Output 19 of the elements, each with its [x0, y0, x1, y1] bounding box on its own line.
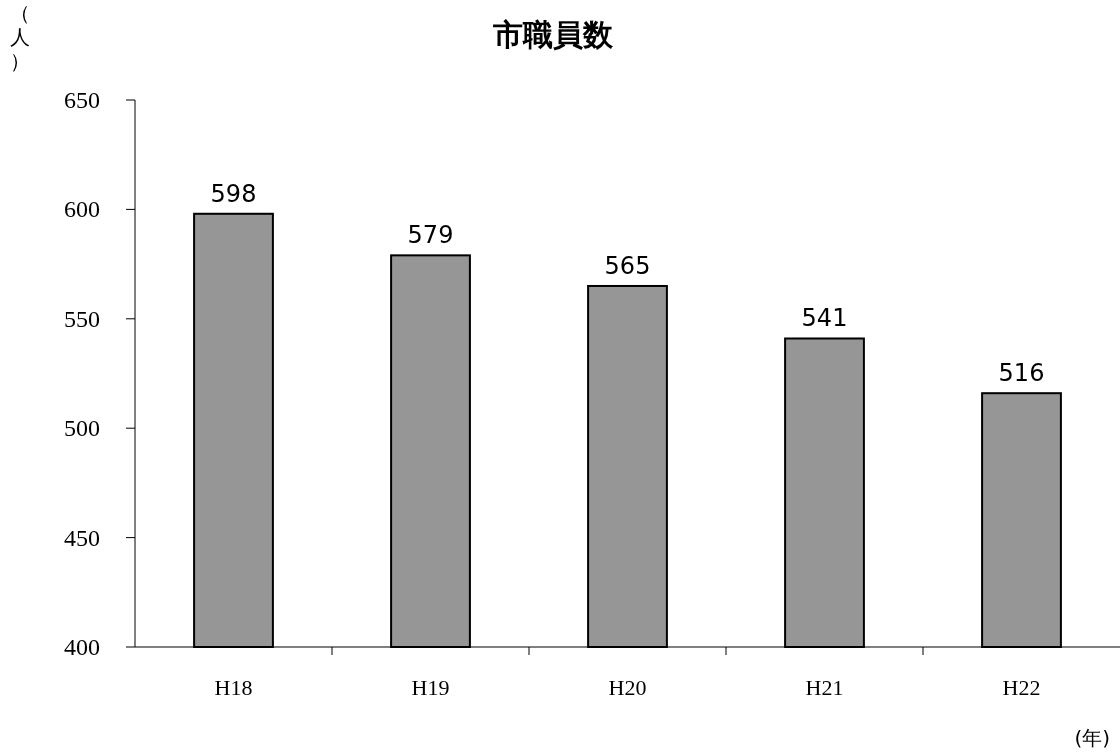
- x-tick-label: H21: [805, 675, 844, 700]
- data-label: 516: [998, 359, 1045, 388]
- y-tick-label: 450: [64, 524, 100, 551]
- data-label: 598: [210, 179, 257, 208]
- y-tick-label: 600: [64, 196, 100, 223]
- data-label: 579: [407, 221, 454, 250]
- x-tick-label: H20: [608, 675, 647, 700]
- y-tick-label: 650: [64, 87, 100, 113]
- y-tick-label: 400: [64, 634, 100, 660]
- y-axis-title: （人）: [10, 1, 30, 73]
- x-tick-label: H18: [214, 675, 253, 700]
- data-label: 541: [801, 304, 848, 333]
- chart-title: 市職員数: [491, 17, 614, 52]
- x-tick-label: H19: [411, 675, 450, 700]
- x-axis-title: (年): [1074, 726, 1110, 750]
- y-tick-label: 500: [64, 415, 100, 442]
- x-tick-label: H22: [1002, 675, 1041, 700]
- y-tick-label: 550: [64, 305, 100, 332]
- data-label: 565: [604, 251, 651, 280]
